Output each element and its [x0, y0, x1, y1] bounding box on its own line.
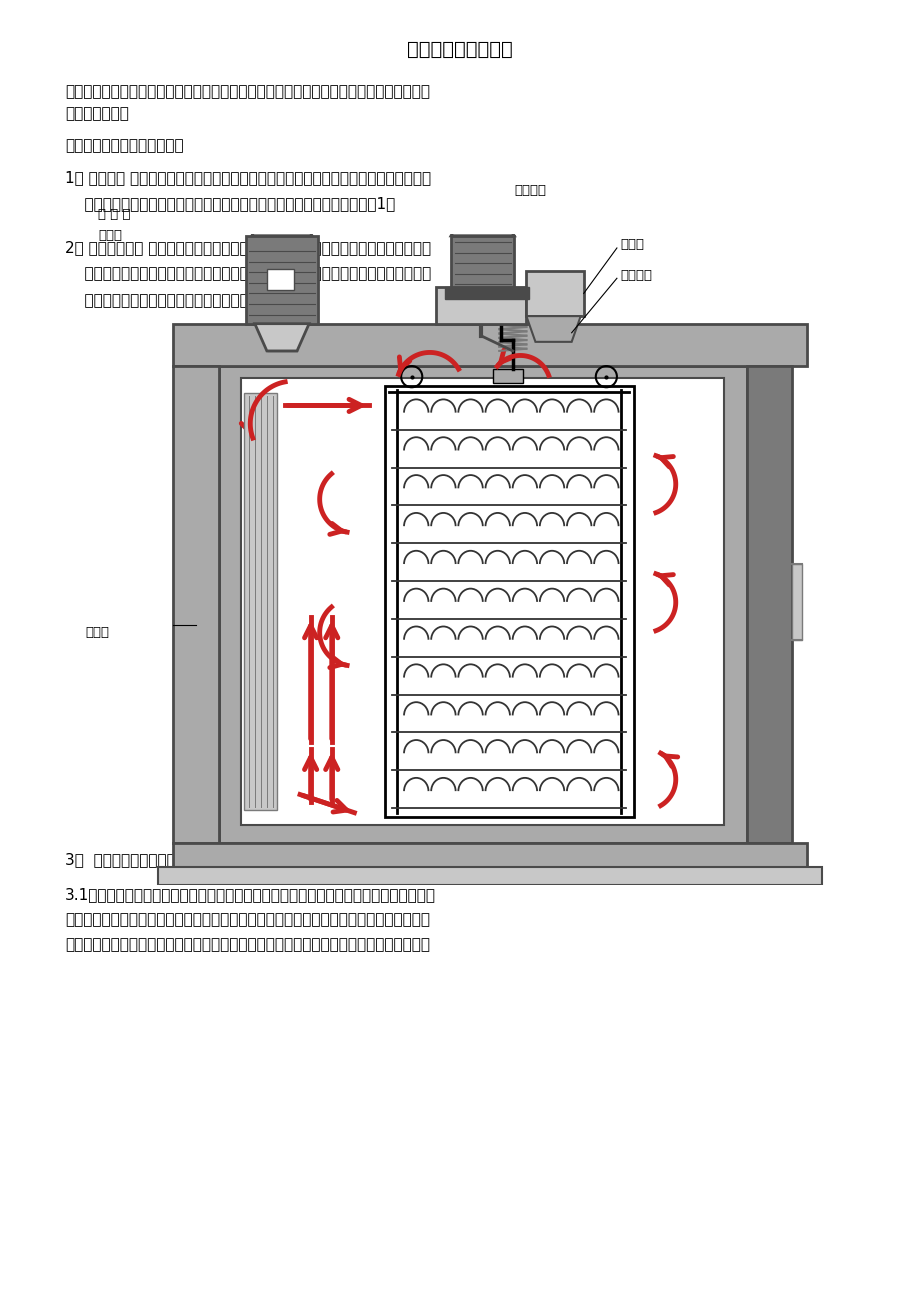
Polygon shape — [450, 203, 514, 236]
Text: 在压力的柴油通过喷油嘴，成雾状，同时控制盒内的变压器将电压增大，通过两个高压电极: 在压力的柴油通过喷油嘴，成雾状，同时控制盒内的变压器将电压增大，通过两个高压电极 — [65, 937, 429, 952]
Bar — [267, 342, 297, 352]
Text: 二：各主要结构的工作原理：: 二：各主要结构的工作原理： — [65, 138, 184, 154]
Bar — [219, 366, 746, 842]
Text: 架等部分组成。: 架等部分组成。 — [65, 105, 129, 121]
Bar — [173, 324, 806, 366]
Bar — [244, 393, 278, 810]
Text: 热 风 循: 热 风 循 — [97, 208, 130, 221]
Bar — [384, 385, 633, 818]
Text: 速器带动烤炉旋转吸钉的工作。靠车在吸钉的带动下进行旋转。参考图（1）: 速器带动烤炉旋转吸钉的工作。靠车在吸钉的带动下进行旋转。参考图（1） — [65, 197, 395, 211]
Bar — [245, 236, 318, 324]
Text: 减速机: 减速机 — [619, 238, 643, 251]
Text: 2、 热能传递装置 是由热循环风机、热风风道等部分组成，热循环风机将燃烧器产生的热: 2、 热能传递装置 是由热循环风机、热风风道等部分组成，热循环风机将燃烧器产生的… — [65, 240, 431, 255]
Bar — [453, 288, 511, 297]
Bar — [436, 288, 526, 324]
Bar — [173, 366, 219, 842]
Bar — [526, 271, 583, 316]
Bar — [493, 368, 523, 383]
Text: 1、 传动装置 是由电机、减速器、轴等部分组成，电动机通过皮带带动减速器的工作，减: 1、 传动装置 是由电机、减速器、轴等部分组成，电动机通过皮带带动减速器的工作，… — [65, 171, 431, 185]
Bar — [173, 842, 806, 870]
Polygon shape — [255, 324, 309, 352]
Text: 3、  燃烧器的工作原理：: 3、 燃烧器的工作原理： — [65, 852, 176, 867]
Bar — [445, 288, 528, 299]
Bar — [241, 378, 723, 824]
Text: 传动齿轮: 传动齿轮 — [619, 268, 652, 281]
Text: 油泵将储存在油筱内的柴油通过过滤输送到喷油嘴，由于喷油嘴的输出结构特点，使本身存: 油泵将储存在油筱内的柴油通过过滤输送到喷油嘴，由于喷油嘴的输出结构特点，使本身存 — [65, 911, 429, 927]
Text: 环电机: 环电机 — [97, 229, 121, 242]
Bar — [746, 366, 791, 842]
Text: 燃烧室: 燃烧室 — [85, 626, 109, 639]
Text: 烤炉结构图（1）: 烤炉结构图（1） — [423, 816, 496, 832]
Polygon shape — [252, 199, 312, 236]
Bar — [450, 236, 514, 290]
Text: 一：主要组成部分：设备是由传动装置、热能传递装置、燃烧器、输油管路、操作平面及支: 一：主要组成部分：设备是由传动装置、热能传递装置、燃烧器、输油管路、操作平面及支 — [65, 85, 429, 99]
Text: 传动电机: 传动电机 — [514, 184, 546, 197]
Polygon shape — [526, 316, 580, 342]
Text: 旋转式热风烤炉操作: 旋转式热风烤炉操作 — [407, 40, 512, 59]
Text: 调节热风风道的上下尺寸进行调节。参考图（1）: 调节热风风道的上下尺寸进行调节。参考图（1） — [65, 292, 286, 307]
Bar — [158, 867, 822, 885]
Text: 能通过热风风道传递给物料。生产过程中如出现蛋糕上下的烘烤效果不一致，可以通过: 能通过热风风道传递给物料。生产过程中如出现蛋糕上下的烘烤效果不一致，可以通过 — [65, 266, 431, 281]
Bar — [267, 270, 294, 290]
Bar — [791, 564, 801, 641]
Text: 3.1、燃烧器是由油泵、电机、控制盒、变压器、燃烧头、风门调节等部分组成。电机带动: 3.1、燃烧器是由油泵、电机、控制盒、变压器、燃烧头、风门调节等部分组成。电机带… — [65, 887, 436, 902]
